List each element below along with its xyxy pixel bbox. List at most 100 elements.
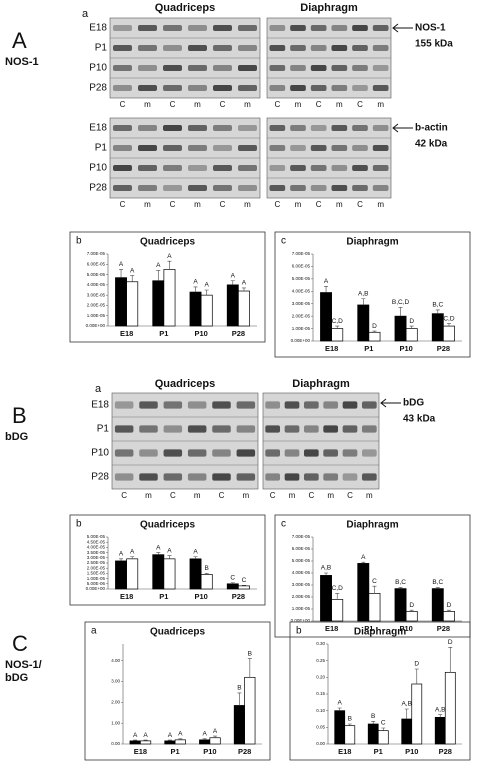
blot-band	[188, 65, 207, 71]
x-tick-label: P1	[374, 747, 383, 756]
lane-label: C	[316, 100, 322, 109]
error-bar	[119, 269, 124, 278]
error-bar	[130, 275, 135, 282]
significance-letter: D	[409, 602, 414, 609]
blot-band	[331, 125, 348, 131]
blot-band	[187, 473, 207, 481]
y-tick-label: 0.20	[316, 675, 325, 680]
y-tick-label: 5.00E-06	[87, 581, 106, 586]
error-bar	[178, 738, 183, 740]
blot-letter: a	[82, 8, 89, 20]
panel-letter: B	[12, 403, 27, 428]
blot-band	[114, 449, 134, 457]
lane-label: m	[295, 100, 302, 109]
marker-arrow	[392, 23, 413, 33]
error-bar	[372, 330, 377, 333]
chart-title: Quadriceps	[150, 627, 205, 638]
blot-band	[310, 65, 327, 71]
significance-letter: A	[231, 272, 236, 279]
blot-band	[269, 165, 286, 171]
significance-letter: B,C	[395, 579, 406, 586]
blot-band	[342, 449, 358, 457]
error-bar	[167, 555, 172, 559]
chart-frame	[289, 621, 471, 761]
blot-band	[310, 165, 327, 171]
blot-band	[113, 65, 132, 71]
x-tick-label: E18	[325, 624, 338, 633]
blot-band	[113, 185, 132, 191]
bar	[394, 315, 407, 342]
y-tick-label: 4.00E-05	[87, 545, 106, 550]
lane-label: m	[336, 200, 343, 209]
bar	[244, 676, 256, 745]
lane-label: m	[242, 491, 249, 500]
significance-letter: A	[193, 279, 198, 286]
blot-band	[138, 185, 157, 191]
bar	[152, 280, 165, 327]
panel-letter: A	[12, 28, 27, 53]
lane-label: m	[377, 200, 384, 209]
error-bar	[409, 325, 414, 329]
y-tick-label: 5.00E-05	[87, 272, 106, 277]
error-bar	[143, 739, 148, 741]
bar	[126, 281, 139, 327]
blot-band	[236, 401, 256, 409]
blot-band	[323, 401, 339, 409]
blot-band	[290, 65, 306, 71]
y-tick-label: 0.10	[316, 708, 325, 713]
lane-label: m	[145, 491, 152, 500]
blot-band	[310, 145, 327, 151]
blot-band	[163, 25, 182, 31]
lane-label: C	[220, 200, 226, 209]
lane-label: C	[357, 200, 363, 209]
bar	[431, 313, 444, 342]
blot-band	[290, 85, 306, 91]
error-bar	[156, 270, 161, 281]
bar	[163, 558, 176, 590]
significance-letter: C	[230, 574, 235, 581]
bar	[238, 585, 250, 590]
chart-frame	[84, 621, 271, 761]
blot-band	[265, 449, 281, 457]
y-tick-label: 6.00E-05	[87, 261, 106, 266]
y-tick-label: 0.05	[316, 725, 325, 730]
y-tick-label: 2.00E-05	[292, 594, 311, 599]
error-bar	[361, 561, 366, 564]
significance-letter: A	[213, 728, 218, 735]
y-tick-label: 4.00E-05	[87, 282, 106, 287]
blot-band	[352, 185, 368, 191]
significance-letter: A	[361, 554, 366, 561]
blot-band	[187, 449, 207, 457]
blot-band	[372, 85, 389, 91]
error-bar	[409, 609, 414, 612]
significance-letter: D	[409, 318, 414, 325]
significance-letter: B	[205, 565, 209, 572]
significance-letter: C,D	[443, 315, 455, 322]
blot-band	[213, 125, 232, 131]
y-tick-label: 1.00E-05	[292, 326, 311, 331]
blot-band	[213, 85, 232, 91]
significance-letter: A	[119, 551, 124, 558]
blot-band	[269, 65, 286, 71]
lane-label: m	[194, 200, 201, 209]
significance-letter: D	[447, 602, 452, 609]
blot-band	[352, 165, 368, 171]
error-bar	[213, 735, 218, 738]
chart-letter: c	[281, 236, 286, 247]
blot-band	[342, 401, 358, 409]
blot-band	[187, 425, 207, 433]
row-label: P28	[91, 472, 109, 483]
blot-band	[236, 425, 256, 433]
error-bar	[335, 325, 340, 329]
blot-band	[138, 25, 157, 31]
error-bar	[247, 658, 252, 678]
lane-label: C	[220, 100, 226, 109]
y-tick-label: 0.00E+00	[291, 338, 311, 343]
panel-label: bDG	[5, 672, 28, 684]
row-label: E18	[89, 23, 107, 34]
error-bar	[119, 558, 124, 561]
y-tick-label: 4.00E-05	[292, 288, 311, 293]
blot-band	[238, 165, 257, 171]
error-bar	[230, 582, 235, 584]
row-label: P10	[89, 63, 107, 74]
